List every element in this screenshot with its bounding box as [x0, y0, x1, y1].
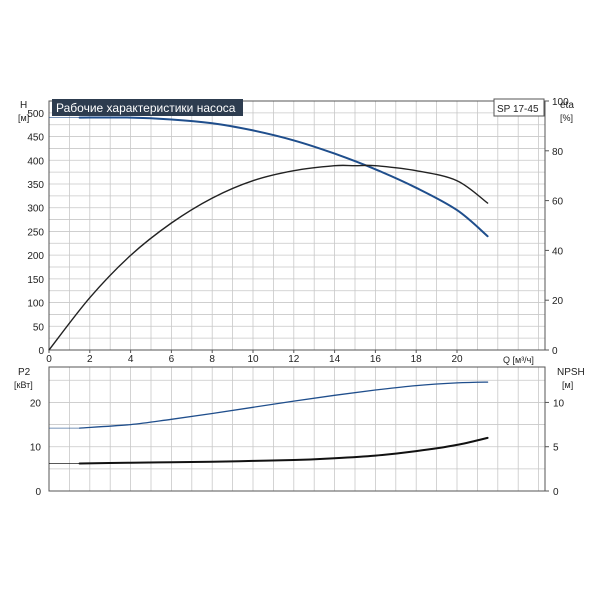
x-tick-label: 10: [247, 354, 259, 365]
h-tick-label: 200: [27, 251, 44, 262]
p2-axis-label: P2: [18, 367, 31, 378]
q-axis-label: Q [м³/ч]: [503, 355, 534, 365]
eta-tick-label: 40: [552, 246, 564, 257]
model-box: [493, 98, 545, 117]
h-tick-label: 100: [27, 299, 44, 310]
h-tick-label: 500: [27, 109, 44, 120]
top-panel-frame: [48, 100, 546, 351]
npsh-curve: [78, 436, 489, 465]
npsh-tick-label: 10: [553, 398, 565, 409]
h-tick-label: 150: [27, 275, 44, 286]
title-background: [52, 99, 243, 116]
series-layer: [48, 116, 489, 465]
x-tick-label: 8: [209, 354, 215, 365]
model-label: SP 17-45: [497, 104, 539, 115]
h-tick-label: 400: [27, 156, 44, 167]
h-axis-label: H: [20, 100, 27, 111]
power-curve: [78, 381, 489, 429]
x-tick-label: 0: [46, 354, 52, 365]
bottom-panel-frame: [48, 366, 546, 492]
x-tick-label: 4: [128, 354, 134, 365]
x-tick-label: 12: [288, 354, 300, 365]
top-panel-grid: [48, 100, 546, 351]
h-tick-label: 50: [33, 322, 45, 333]
x-tick-label: 2: [87, 354, 93, 365]
p2-axis-unit: [кВт]: [14, 380, 33, 390]
tick-labels: 0 2 4 6 8 10 12 14 16 18 2005010015020025030035040…: [27, 97, 569, 498]
head-curve: [78, 116, 489, 238]
p2-tick-label: 10: [30, 443, 42, 454]
h-axis-unit: [м]: [18, 113, 29, 123]
eta-tick-label: 80: [552, 147, 564, 158]
x-tick-label: 20: [451, 354, 463, 365]
h-tick-label: 300: [27, 204, 44, 215]
eta-tick-label: 0: [552, 346, 558, 357]
p2-tick-label: 0: [35, 487, 41, 498]
h-tick-label: 0: [38, 346, 44, 357]
npsh-tick-label: 5: [553, 443, 559, 454]
eta-axis-unit: [%]: [560, 113, 573, 123]
eta-tick-label: 20: [552, 296, 564, 307]
eta-axis-label: eta: [560, 100, 574, 111]
h-tick-label: 350: [27, 180, 44, 191]
bottom-panel-grid: [48, 366, 546, 492]
npsh-axis-label: NPSH: [557, 367, 585, 378]
x-tick-label: 6: [169, 354, 175, 365]
eta-tick-label: 100: [552, 97, 569, 108]
x-tick-label: 18: [411, 354, 423, 365]
x-tick-label: 14: [329, 354, 341, 365]
eta-tick-label: 60: [552, 197, 564, 208]
npsh-axis-unit: [м]: [562, 380, 573, 390]
h-tick-label: 250: [27, 227, 44, 238]
npsh-tick-label: 0: [553, 487, 559, 498]
h-tick-label: 450: [27, 133, 44, 144]
chart-title: Рабочие характеристики насоса: [56, 101, 236, 115]
efficiency-curve: [48, 164, 489, 351]
p2-tick-label: 20: [30, 398, 42, 409]
x-tick-label: 16: [370, 354, 382, 365]
